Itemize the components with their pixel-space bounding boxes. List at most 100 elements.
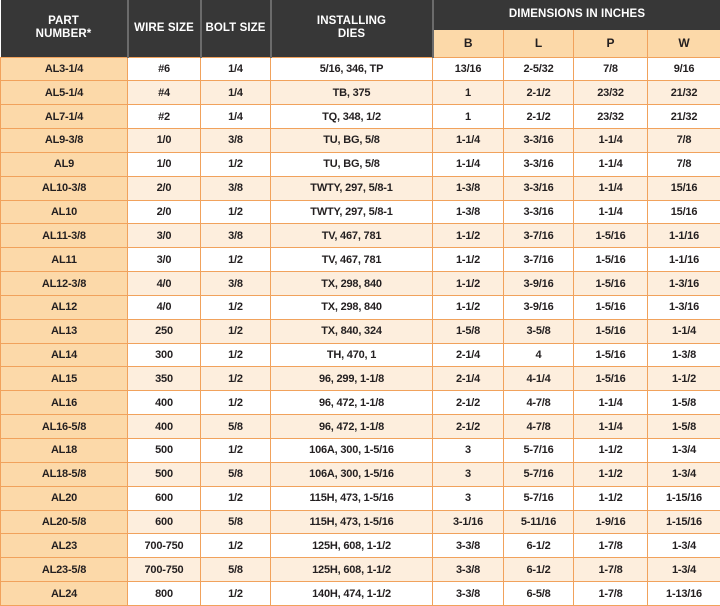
cell-bolt-size: 3/8 [200, 175, 271, 201]
cell-dim-w: 21/32 [647, 80, 720, 106]
col-header-dimensions-group: DIMENSIONS IN INCHES [432, 0, 720, 30]
cell-dim-p: 1-7/8 [573, 581, 648, 606]
cell-dim-p: 1-1/4 [573, 199, 648, 225]
cell-bolt-size: 1/2 [200, 342, 271, 368]
cell-bolt-size: 5/8 [200, 414, 271, 439]
cell-part-number: AL20-5/8 [0, 509, 128, 535]
cell-dim-p: 1-1/4 [573, 175, 648, 201]
cell-dim-p: 1-5/16 [573, 294, 648, 320]
cell-wire-size: 250 [127, 318, 201, 344]
cell-dim-b: 2-1/2 [432, 414, 504, 439]
cell-bolt-size: 5/8 [200, 509, 271, 535]
header-row-dimensions: B L P W [1, 30, 720, 58]
cell-wire-size: 700-750 [127, 533, 201, 559]
cell-dim-b: 3-3/8 [432, 581, 504, 606]
cell-part-number: AL11-3/8 [0, 223, 128, 249]
cell-dim-p: 7/8 [573, 56, 648, 82]
cell-bolt-size: 1/4 [200, 56, 271, 82]
cell-dim-l: 2-1/2 [503, 104, 574, 130]
cell-installing-dies: 5/16, 346, TP [270, 56, 433, 82]
cell-dim-p: 1-5/16 [573, 271, 648, 296]
cell-part-number: AL7-1/4 [0, 104, 128, 130]
cell-installing-dies: 115H, 473, 1-5/16 [270, 485, 433, 511]
cell-installing-dies: TU, BG, 5/8 [270, 151, 433, 177]
cell-part-number: AL3-1/4 [0, 56, 128, 82]
cell-bolt-size: 3/8 [200, 223, 271, 249]
cell-installing-dies: TQ, 348, 1/2 [270, 104, 433, 130]
col-header-bolt-size: BOLT SIZE [200, 0, 272, 57]
cell-dim-b: 3-3/8 [432, 533, 504, 559]
cell-installing-dies: 140H, 474, 1-1/2 [270, 581, 433, 606]
cell-dim-b: 3-3/8 [432, 557, 504, 583]
cell-installing-dies: TV, 467, 781 [270, 247, 433, 273]
cell-installing-dies: TV, 467, 781 [270, 223, 433, 249]
cell-dim-p: 1-5/16 [573, 366, 648, 392]
cell-wire-size: 4/0 [127, 294, 201, 320]
cell-wire-size: 1/0 [127, 151, 201, 177]
cell-part-number: AL12-3/8 [0, 271, 128, 296]
table-row: AL5-1/4 #4 1/4 TB, 375 1 2-1/2 23/32 21/32 [0, 80, 720, 106]
cell-dim-l: 6-5/8 [503, 581, 574, 606]
cell-dim-b: 1-1/4 [432, 151, 504, 177]
table-row: AL20-5/8 600 5/8 115H, 473, 1-5/16 3-1/16 5-1… [0, 509, 720, 535]
cell-installing-dies: 96, 472, 1-1/8 [270, 390, 433, 416]
cell-bolt-size: 5/8 [200, 461, 271, 487]
cell-dim-p: 1-5/16 [573, 223, 648, 249]
cell-dim-w: 1-1/2 [647, 366, 720, 392]
cell-dim-l: 3-9/16 [503, 294, 574, 320]
cell-dim-w: 1-3/8 [647, 342, 720, 368]
cell-dim-l: 3-9/16 [503, 271, 574, 296]
col-header-dim-p: P [573, 30, 648, 58]
cell-dim-b: 3-1/16 [432, 509, 504, 535]
cell-part-number: AL15 [0, 366, 128, 392]
table-row: AL18 500 1/2 106A, 300, 1-5/16 3 5-7/16 1-1/2 1… [0, 438, 720, 463]
cell-dim-p: 1-5/16 [573, 318, 648, 344]
cell-wire-size: 3/0 [127, 247, 201, 273]
col-header-installing-dies: INSTALLING DIES [270, 0, 434, 57]
table-row: AL9 1/0 1/2 TU, BG, 5/8 1-1/4 3-3/16 1-1/4 7/8 [0, 151, 720, 177]
cell-wire-size: #6 [127, 56, 201, 82]
table-row: AL16 400 1/2 96, 472, 1-1/8 2-1/2 4-7/8 1-1/4 1… [0, 390, 720, 416]
col-header-part-number: PART NUMBER* [0, 0, 129, 57]
cell-dim-w: 1-1/16 [647, 247, 720, 273]
cell-installing-dies: 96, 299, 1-1/8 [270, 366, 433, 392]
col-header-dim-w: W [647, 30, 720, 58]
cell-dim-l: 4 [503, 342, 574, 368]
col-header-part-number-label: PART NUMBER* [35, 15, 92, 41]
cell-dim-w: 1-1/16 [647, 223, 720, 249]
cell-bolt-size: 3/8 [200, 128, 271, 153]
cell-dim-w: 7/8 [647, 128, 720, 153]
cell-bolt-size: 5/8 [200, 557, 271, 583]
cell-wire-size: 350 [127, 366, 201, 392]
cell-installing-dies: 96, 472, 1-1/8 [270, 414, 433, 439]
cell-dim-w: 1-3/4 [647, 438, 720, 463]
cell-wire-size: 3/0 [127, 223, 201, 249]
table-body: AL3-1/4 #6 1/4 5/16, 346, TP 13/16 2-5/32 7/8 9… [0, 56, 720, 606]
cell-part-number: AL16 [0, 390, 128, 416]
cell-bolt-size: 1/2 [200, 390, 271, 416]
cell-bolt-size: 1/2 [200, 247, 271, 273]
table-row: AL7-1/4 #2 1/4 TQ, 348, 1/2 1 2-1/2 23/32 21/32 [0, 104, 720, 130]
cell-installing-dies: TB, 375 [270, 80, 433, 106]
cell-dim-p: 1-1/4 [573, 414, 648, 439]
cell-dim-l: 3-5/8 [503, 318, 574, 344]
cell-dim-w: 1-3/4 [647, 533, 720, 559]
cell-dim-p: 23/32 [573, 104, 648, 130]
cell-dim-p: 1-1/4 [573, 151, 648, 177]
cell-wire-size: 300 [127, 342, 201, 368]
cell-dim-w: 1-5/8 [647, 390, 720, 416]
cell-wire-size: 600 [127, 485, 201, 511]
cell-part-number: AL10 [0, 199, 128, 225]
cell-part-number: AL12 [0, 294, 128, 320]
cell-part-number: AL18-5/8 [0, 461, 128, 487]
cell-wire-size: 400 [127, 390, 201, 416]
cell-part-number: AL13 [0, 318, 128, 344]
cell-installing-dies: TU, BG, 5/8 [270, 128, 433, 153]
cell-wire-size: #2 [127, 104, 201, 130]
cell-dim-p: 1-5/16 [573, 342, 648, 368]
cell-dim-p: 1-1/4 [573, 128, 648, 153]
cell-dim-l: 5-7/16 [503, 438, 574, 463]
cell-bolt-size: 1/2 [200, 294, 271, 320]
cell-dim-b: 2-1/4 [432, 366, 504, 392]
cell-dim-b: 3 [432, 485, 504, 511]
